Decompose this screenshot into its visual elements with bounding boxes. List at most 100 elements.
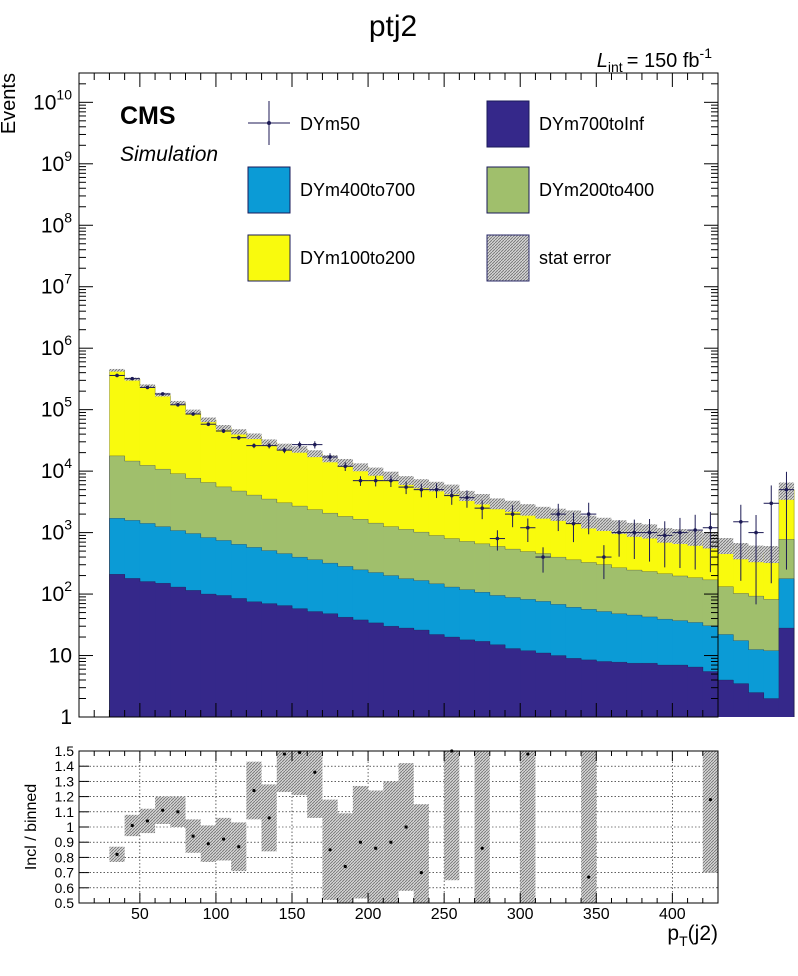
stacked-bars — [109, 370, 795, 717]
chart-title: ptj2 — [369, 10, 417, 43]
dym50-point — [778, 471, 795, 570]
y-tick-base: 10 — [41, 399, 64, 422]
dym50-marker — [313, 442, 317, 447]
dym50-marker — [571, 521, 576, 526]
bar-DYm700toInf — [292, 608, 308, 717]
y-tick-base: 10 — [41, 460, 64, 483]
y-tick-exp: 5 — [64, 394, 72, 410]
dym50-marker — [693, 528, 697, 532]
dym50-marker — [617, 530, 621, 535]
x-axis-label: pT(j2) — [667, 922, 718, 949]
dym50-marker — [297, 442, 302, 447]
legend-entry: DYm50 — [248, 101, 360, 145]
dym50-point — [550, 503, 566, 532]
dym50-point — [231, 435, 247, 440]
legend-label: DYm200to400 — [539, 180, 654, 200]
ratio-point — [358, 840, 363, 844]
dym50-point — [124, 376, 140, 381]
dym50-marker — [206, 422, 211, 427]
bar-DYm700toInf — [170, 587, 186, 717]
bar-DYm700toInf — [459, 639, 475, 717]
dym50-markers — [109, 373, 795, 605]
ratio-band-bin — [337, 813, 353, 903]
ratio-point — [587, 875, 591, 879]
bar-DYm700toInf — [322, 613, 339, 717]
bar-DYm700toInf — [428, 634, 445, 717]
dym50-marker — [267, 443, 271, 448]
dym50-point — [155, 392, 171, 396]
y-tick-base: 10 — [41, 153, 64, 176]
ratio-point — [526, 752, 530, 756]
cms-label: CMS — [120, 102, 176, 130]
ratio-band-bin — [276, 751, 292, 793]
ratio-point — [267, 816, 271, 820]
ratio-point — [176, 810, 180, 814]
dym50-marker — [419, 487, 424, 492]
bar-DYm700toInf — [611, 662, 628, 717]
error-band-bin — [535, 506, 551, 519]
ratio-y-tick-label: 0.9 — [55, 834, 75, 850]
dym50-point — [413, 483, 429, 498]
ratio-point — [374, 846, 378, 850]
error-band-bin — [200, 417, 216, 423]
lumi-sup: -1 — [700, 45, 713, 61]
legend-swatch — [486, 166, 530, 214]
bar-DYm700toInf — [368, 622, 384, 717]
error-band-bin — [170, 400, 186, 405]
bar-DYm700toInf — [520, 650, 536, 717]
error-band-bin — [109, 368, 125, 372]
bar-DYm700toInf — [185, 590, 202, 717]
bar-DYm700toInf — [748, 692, 765, 717]
bar-DYm700toInf — [702, 671, 719, 717]
error-band-bin — [246, 433, 262, 440]
ratio-y-tick-label: 1.5 — [55, 743, 75, 759]
bar-DYm700toInf — [352, 619, 369, 717]
dym50-point — [687, 514, 703, 570]
ratio-y-tick-label: 0.8 — [55, 849, 75, 865]
legend-entry: DYm100to200 — [247, 234, 415, 282]
bar-DYm700toInf — [155, 583, 171, 717]
dym50-point — [596, 545, 612, 580]
dym50-marker — [176, 402, 180, 407]
ratio-point — [389, 840, 393, 844]
ratio-y-tick-label: 1.2 — [55, 789, 75, 805]
dym50-marker — [510, 512, 515, 516]
y-tick-base: 10 — [41, 522, 64, 545]
dym50-point — [109, 373, 125, 378]
y-tick-exp: 6 — [64, 332, 72, 348]
dym50-point — [307, 441, 323, 449]
lumi-prefix: L — [597, 50, 608, 72]
x-tick-label: 150 — [279, 906, 306, 923]
x-tick-label: 100 — [203, 906, 230, 923]
error-band-bin — [215, 425, 232, 430]
dym50-marker — [404, 485, 408, 489]
bar-DYm700toInf — [581, 659, 597, 717]
y-tick-exp: 2 — [64, 578, 72, 594]
series-DYm700toInf — [109, 574, 795, 717]
bar-DYm700toInf — [200, 594, 217, 717]
ratio-point — [708, 798, 712, 802]
y-tick-label: 108 — [41, 209, 72, 237]
dym50-point — [505, 505, 521, 528]
dym50-marker — [236, 435, 241, 440]
ratio-y-tick-label: 0.6 — [55, 880, 75, 896]
ratio-point — [480, 846, 484, 850]
ratio-band-bin — [444, 751, 460, 881]
error-band-bin — [368, 467, 384, 476]
y-tick-base: 1 — [60, 706, 72, 729]
ratio-y-tick-label: 1 — [66, 819, 74, 835]
y-tick-base: 10 — [41, 214, 64, 237]
dym50-point — [611, 520, 627, 557]
dym50-marker — [328, 455, 332, 459]
dym50-point — [368, 475, 384, 487]
ratio-x-axis: 50 100 150 200 250 300 350 400 — [93, 751, 719, 923]
dym50-point — [474, 500, 490, 520]
ratio-band-bin — [581, 751, 597, 903]
error-band-bin — [489, 498, 505, 510]
error-band-bin — [307, 450, 323, 458]
bar-DYm700toInf — [231, 598, 247, 717]
dym50-point — [246, 443, 262, 449]
dym50-marker — [784, 487, 789, 492]
bar-DYm700toInf — [763, 698, 780, 717]
y-tick-label: 104 — [41, 455, 72, 483]
